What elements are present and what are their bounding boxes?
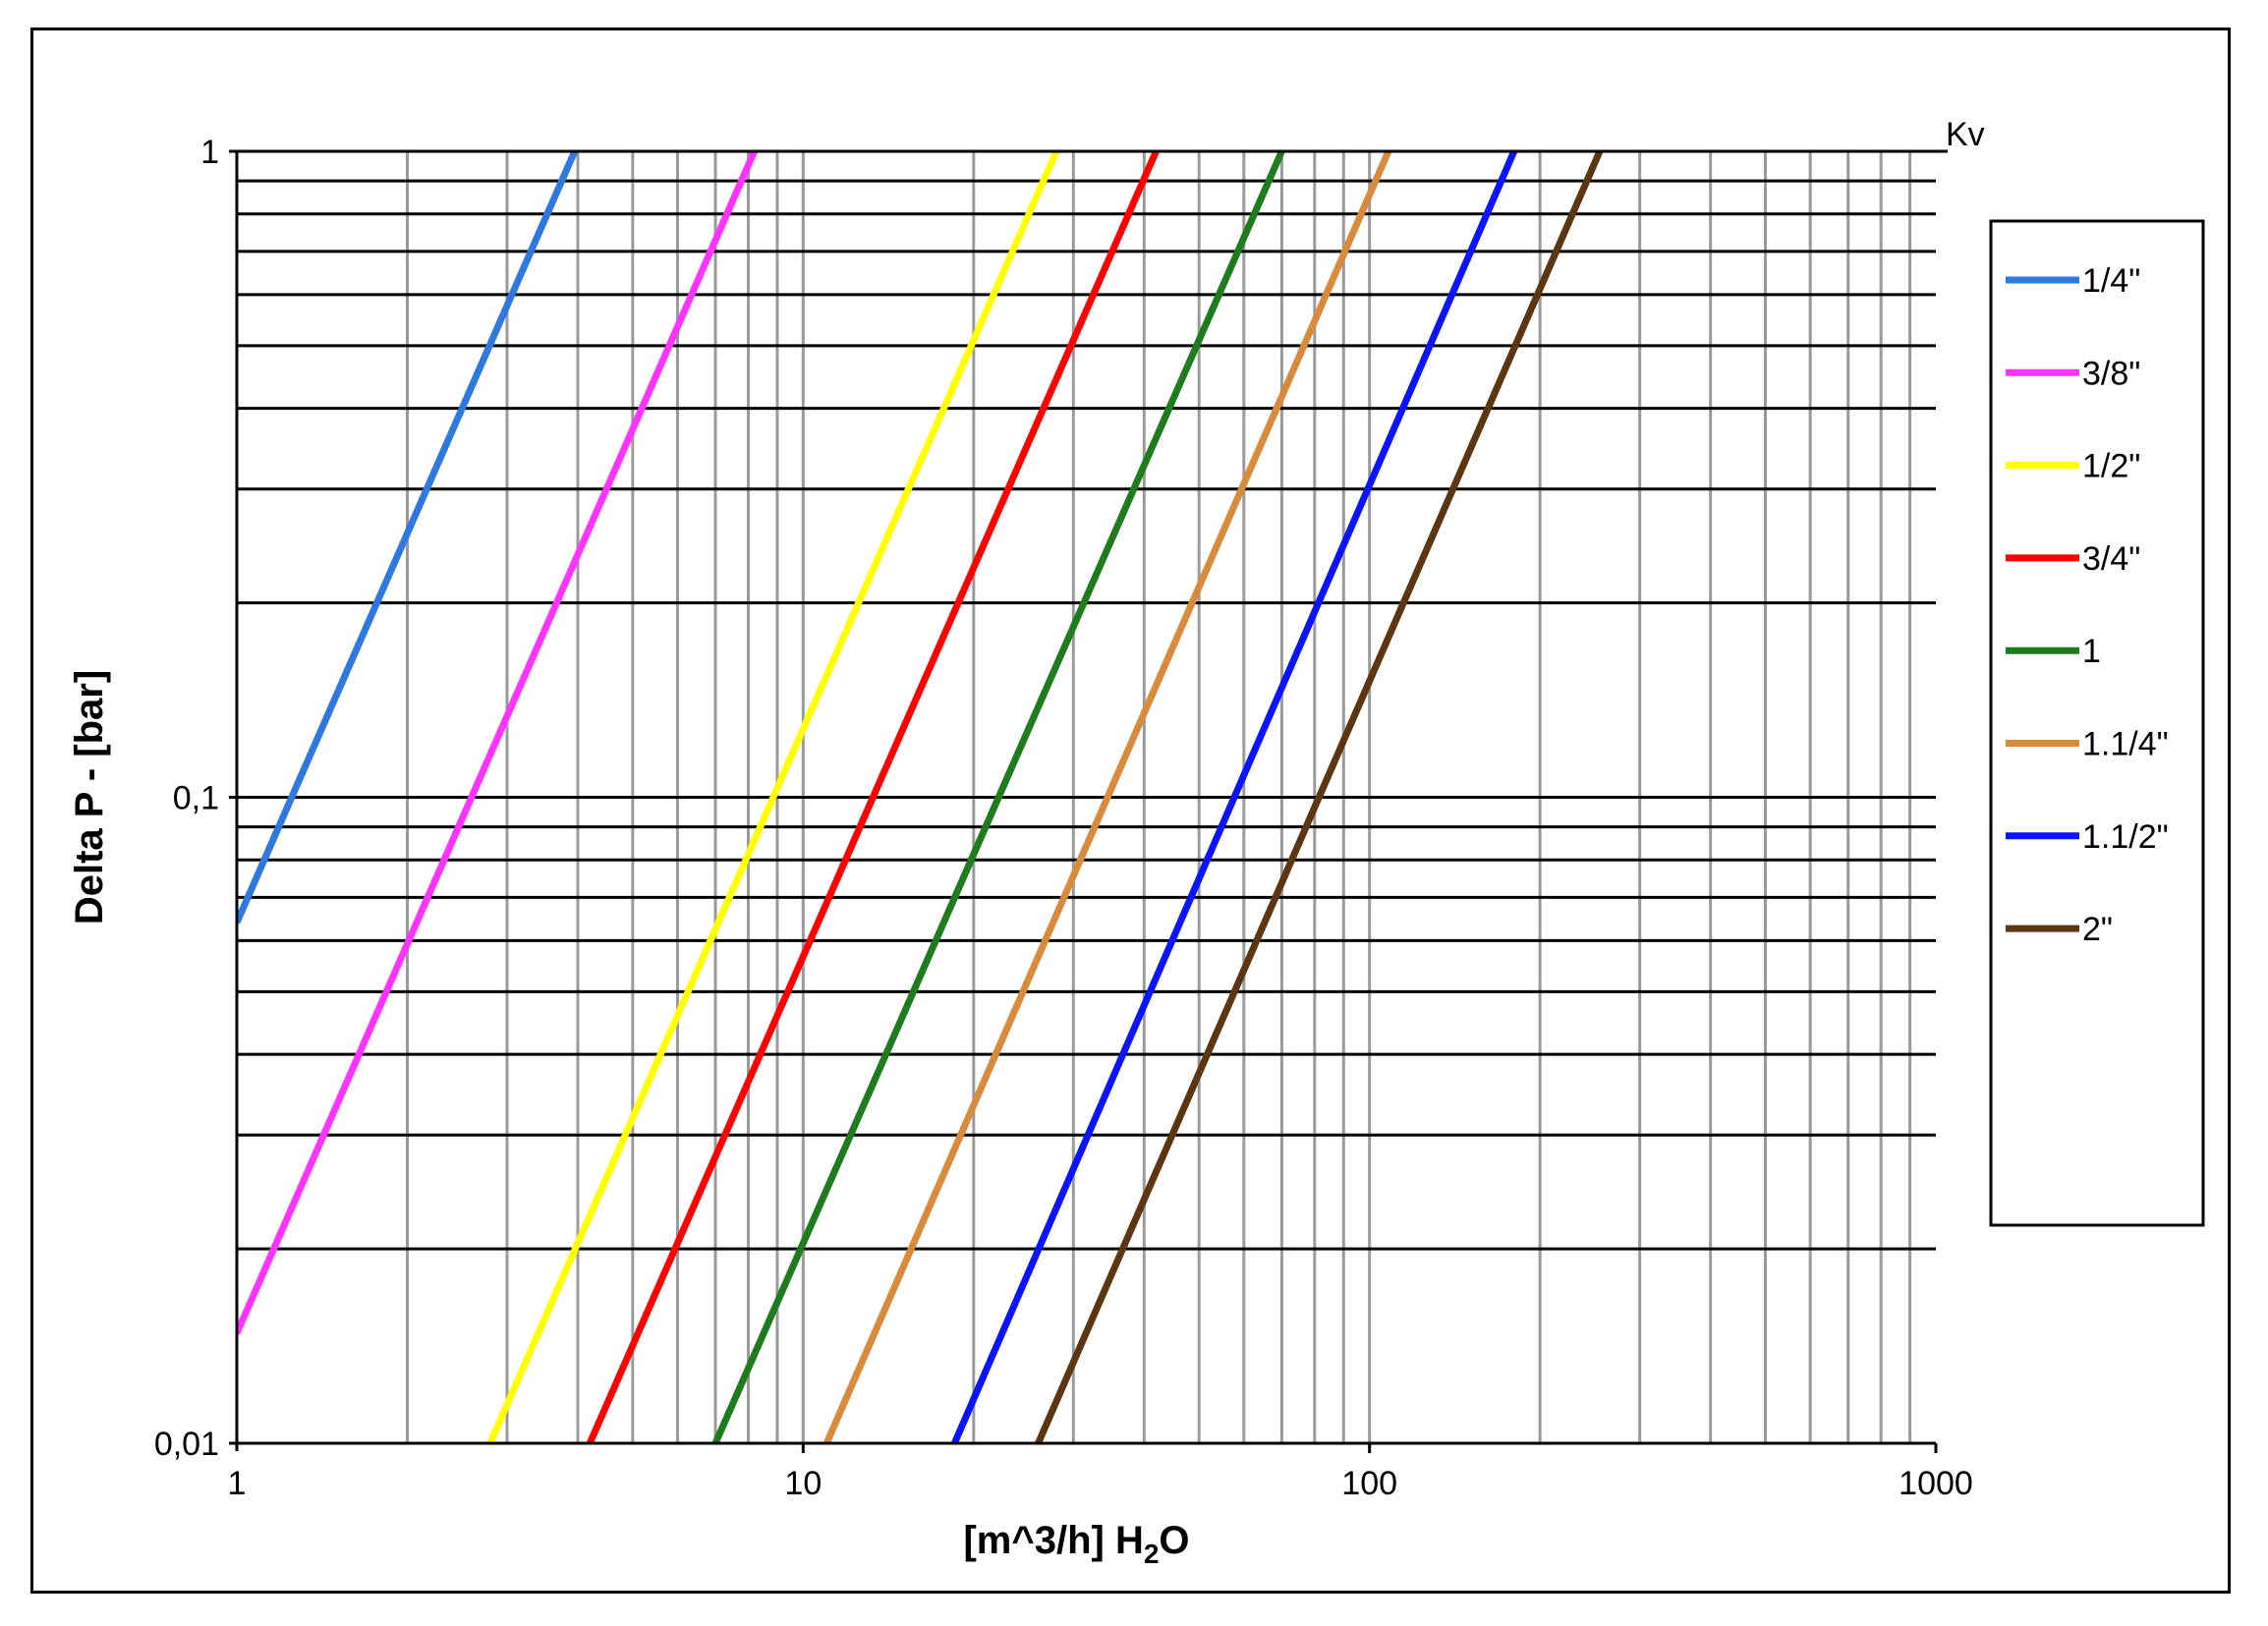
y-tick-label: 0,1 xyxy=(173,780,219,817)
x-axis-title-end: O xyxy=(1159,1519,1189,1562)
chart-svg: 1 10 100 1000 0,01 0,1 1 Kv [m^3/h] H2O Delta… xyxy=(68,116,2205,1569)
x-tick-label: 100 xyxy=(1341,1465,1397,1502)
series-line-6 xyxy=(822,151,1392,1443)
x-axis-title-main: [m^3/h] H xyxy=(963,1519,1143,1562)
x-tick-label: 1000 xyxy=(1899,1465,1973,1502)
legend-box xyxy=(1989,219,2205,1227)
y-axis-title: Delta P - [bar] xyxy=(68,670,111,925)
legend-label-6: 1.1/4" xyxy=(2082,726,2169,763)
series-line-3 xyxy=(486,151,1060,1443)
x-tick-labels: 1 10 100 1000 xyxy=(228,1443,1973,1502)
legend-label-7: 1.1/2" xyxy=(2082,818,2169,856)
x-tick-label: 1 xyxy=(228,1465,247,1502)
legend-label-2: 3/8" xyxy=(2082,355,2140,392)
series-lines xyxy=(229,149,1948,1451)
series-line-4 xyxy=(586,151,1160,1443)
y-tick-label: 1 xyxy=(200,134,219,171)
x-axis-title: [m^3/h] H2O xyxy=(963,1519,1189,1569)
series-line-8 xyxy=(1035,151,1604,1443)
horizontal-gridlines xyxy=(237,179,1936,1251)
legend-label-8: 2" xyxy=(2082,911,2113,948)
x-tick-label: 10 xyxy=(784,1465,822,1502)
legend-label-4: 3/4" xyxy=(2082,540,2140,578)
y-tick-label: 0,01 xyxy=(154,1426,219,1463)
series-line-5 xyxy=(711,151,1285,1443)
y-tick-labels: 0,01 0,1 1 xyxy=(154,134,219,1463)
legend: 1/4" 3/8" 1/2" 3/4" 1 1.1/4" 1.1/2" 2" xyxy=(1989,219,2205,1227)
series-line-2 xyxy=(237,151,758,1335)
series-line-1 xyxy=(237,151,579,925)
x-axis-title-subscript: 2 xyxy=(1144,1539,1160,1569)
chart-frame: 1 10 100 1000 0,01 0,1 1 Kv [m^3/h] H2O Delta… xyxy=(30,28,2231,1594)
series-line-7 xyxy=(951,151,1518,1443)
kv-corner-label: Kv xyxy=(1946,116,1985,153)
legend-label-3: 1/2" xyxy=(2082,448,2140,485)
legend-label-1: 1/4" xyxy=(2082,262,2140,300)
legend-label-5: 1 xyxy=(2082,633,2101,670)
